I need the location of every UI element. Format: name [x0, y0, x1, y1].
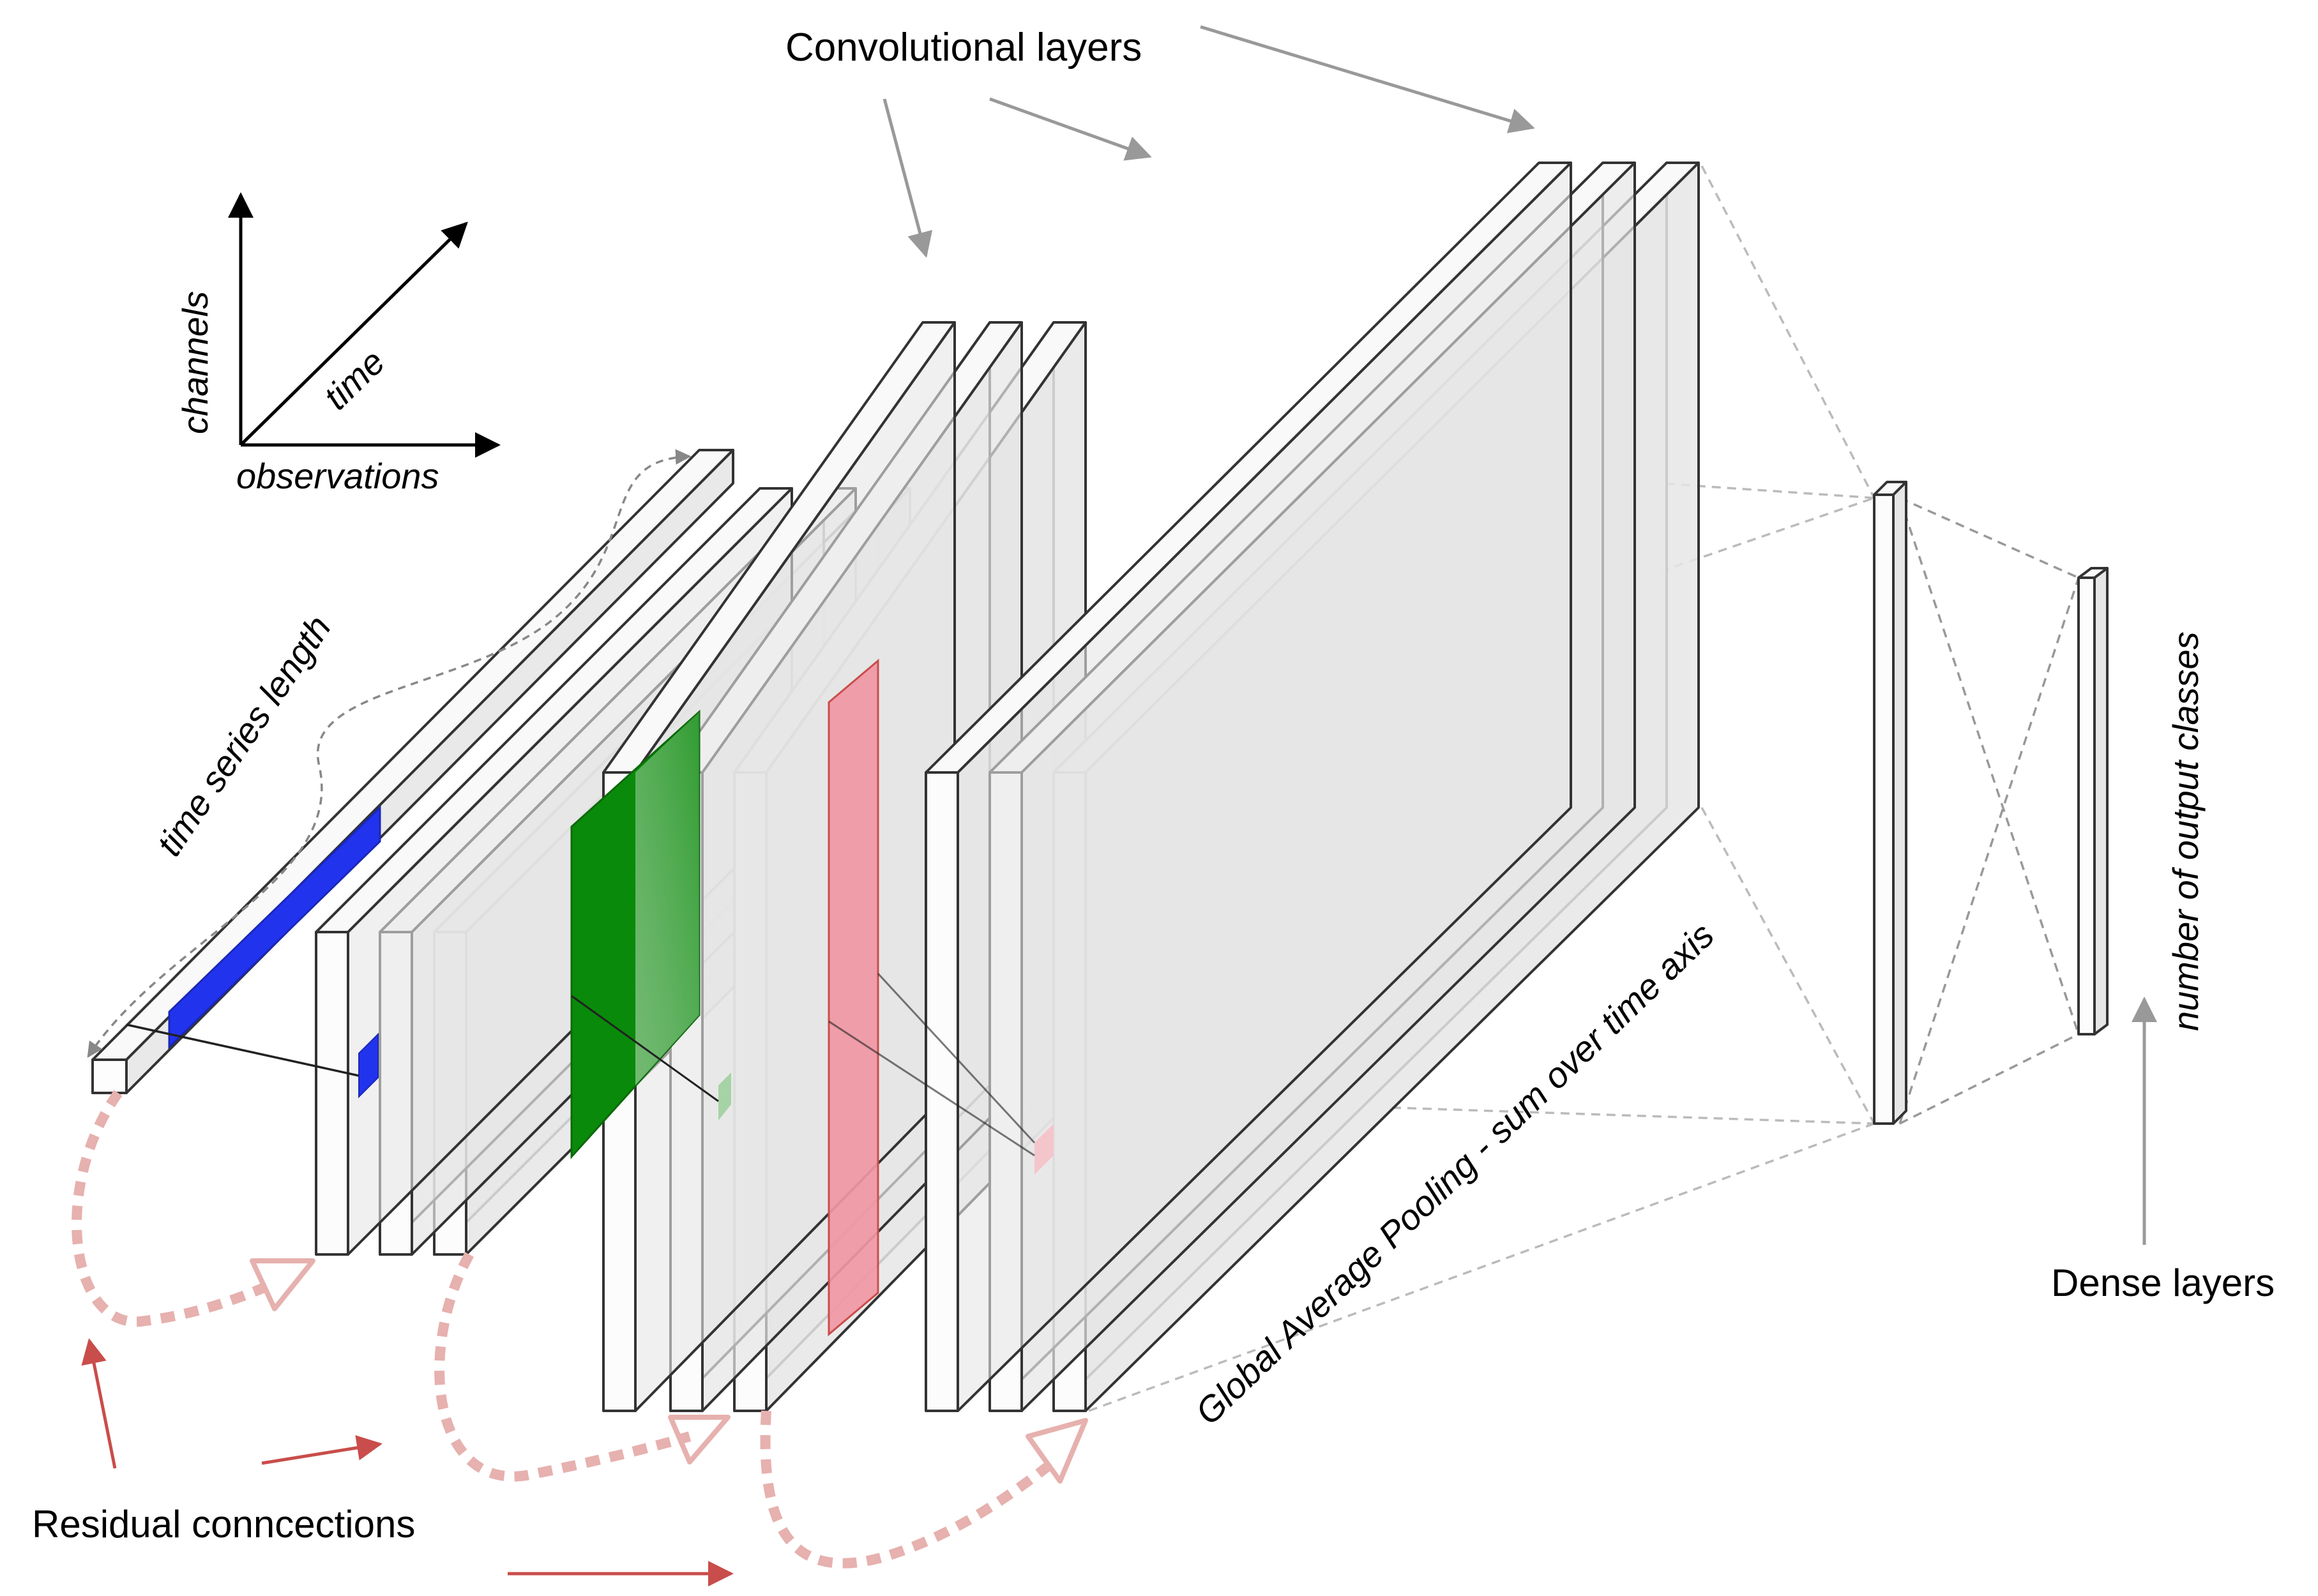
dense-layers-label: Dense layers [2051, 1261, 2275, 1304]
convolutional-layers-label: Convolutional layers [785, 26, 1142, 70]
residual-callout-arrow-1 [81, 1338, 117, 1469]
conv-block-3 [925, 162, 1700, 1412]
axes-legend [228, 192, 501, 458]
time-series-length-label: time series length [149, 608, 339, 863]
channels-label: channels [175, 291, 215, 434]
input-front-face [91, 1058, 128, 1094]
red-output-cell [1034, 1124, 1054, 1175]
residual-arrowhead-2 [668, 1415, 731, 1464]
red-filter-link-bottom [828, 1020, 1035, 1157]
time-axis-arrow [239, 222, 468, 446]
dense-layer-2 [2077, 567, 2109, 1035]
dense-layer-1 [1873, 481, 1907, 1125]
blue-output-cell [358, 1032, 379, 1099]
callout-arrow-1 [883, 98, 933, 258]
pooling-connections [1088, 165, 1875, 1412]
residual-arrowheads [250, 1258, 1088, 1484]
red-filter [828, 658, 879, 1337]
dense-connections [1898, 497, 2080, 1125]
residual-arrowhead-1 [250, 1258, 315, 1311]
residual-arrowhead-3 [1026, 1418, 1088, 1484]
residual-path-3 [760, 1410, 1057, 1569]
residual-callout-arrow-2 [261, 1435, 383, 1465]
number-of-output-classes-label: number of output classes [2165, 631, 2206, 1031]
green-filter-light [635, 712, 699, 1085]
residual-path-1 [72, 1090, 277, 1327]
conv-layer-3a [925, 162, 1572, 1412]
residual-path-2 [434, 1252, 692, 1482]
callout-arrow-2 [989, 97, 1152, 161]
green-filter-link [571, 995, 719, 1103]
callout-arrow-3 [1200, 25, 1535, 133]
green-output-cell [718, 1073, 731, 1120]
time-label: time [316, 342, 393, 418]
observations-label: observations [236, 456, 439, 496]
blue-filter-link [126, 1023, 360, 1077]
residual-connections-label: Residual conncections [32, 1503, 415, 1546]
residual-callout-arrows [81, 1338, 734, 1586]
red-filter-link-top [877, 972, 1036, 1144]
residual-connections [72, 1090, 1057, 1569]
convolutional-callout-arrows [883, 25, 1535, 258]
